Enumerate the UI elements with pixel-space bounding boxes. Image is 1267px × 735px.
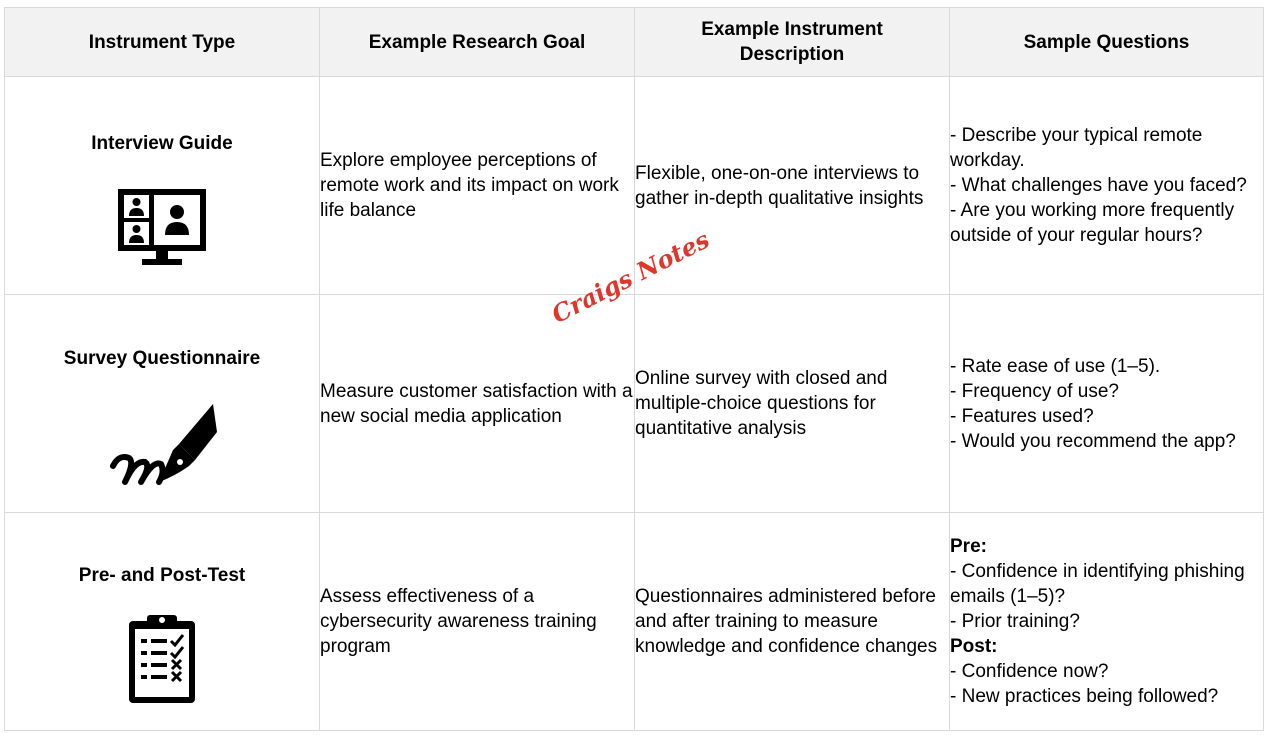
instrument-type-label: Survey Questionnaire — [63, 347, 261, 369]
header-sample-questions: Sample Questions — [949, 7, 1264, 77]
research-goal-cell: Explore employee perceptions of remote w… — [319, 76, 635, 295]
instrument-table: Instrument Type Example Research Goal Ex… — [4, 7, 1264, 731]
question-item: - Confidence now? — [950, 661, 1109, 682]
post-label: Post: — [950, 636, 998, 657]
clipboard-checklist-icon — [129, 614, 195, 703]
header-research-goal: Example Research Goal — [319, 7, 635, 77]
instrument-description-cell: Online survey with closed and multiple-c… — [634, 294, 950, 513]
table-row: Interview Guide Explore employee perc — [4, 76, 1264, 295]
table-row: Survey Questionnaire Measure customer sa… — [4, 294, 1264, 513]
question-item: - Describe your typical remote workday. — [950, 125, 1203, 171]
question-item: - Frequency of use? — [950, 380, 1119, 402]
question-item: - What challenges have you faced? — [950, 175, 1247, 196]
sample-questions-cell: - Rate ease of use (1–5). - Frequency of… — [949, 294, 1264, 513]
pre-label: Pre: — [950, 536, 987, 557]
instrument-type-label: Interview Guide — [91, 132, 233, 154]
question-item: - New practices being followed? — [950, 686, 1219, 707]
research-goal-cell: Measure customer satisfaction with a new… — [319, 294, 635, 513]
table-row: Pre- and Post-Test — [4, 512, 1264, 731]
instrument-type-cell: Survey Questionnaire — [4, 294, 320, 513]
header-instrument-description: Example Instrument Description — [634, 7, 950, 77]
header-row: Instrument Type Example Research Goal Ex… — [4, 7, 1264, 77]
instrument-type-label: Pre- and Post-Test — [78, 564, 246, 586]
instrument-description-cell: Flexible, one-on-one interviews to gathe… — [634, 76, 950, 295]
sample-questions-cell: - Describe your typical remote workday. … — [949, 76, 1264, 295]
question-item: - Features used? — [950, 405, 1094, 427]
question-item: - Are you working more frequently outsid… — [950, 200, 1235, 246]
sample-questions-cell: Pre: - Confidence in identifying phishin… — [949, 512, 1264, 731]
instrument-description-cell: Questionnaires administered before and a… — [634, 512, 950, 731]
instrument-type-cell: Pre- and Post-Test — [4, 512, 320, 731]
question-item: - Confidence in identifying phishing ema… — [950, 561, 1245, 607]
question-item: - Prior training? — [950, 611, 1080, 632]
header-instrument-type: Instrument Type — [4, 7, 320, 77]
question-item: - Would you recommend the app? — [950, 430, 1236, 452]
fountain-pen-signature-icon — [110, 403, 217, 485]
video-conference-icon — [118, 188, 206, 265]
question-item: - Rate ease of use (1–5). — [950, 355, 1161, 377]
instrument-type-cell: Interview Guide — [4, 76, 320, 295]
research-goal-cell: Assess effectiveness of a cybersecurity … — [319, 512, 635, 731]
